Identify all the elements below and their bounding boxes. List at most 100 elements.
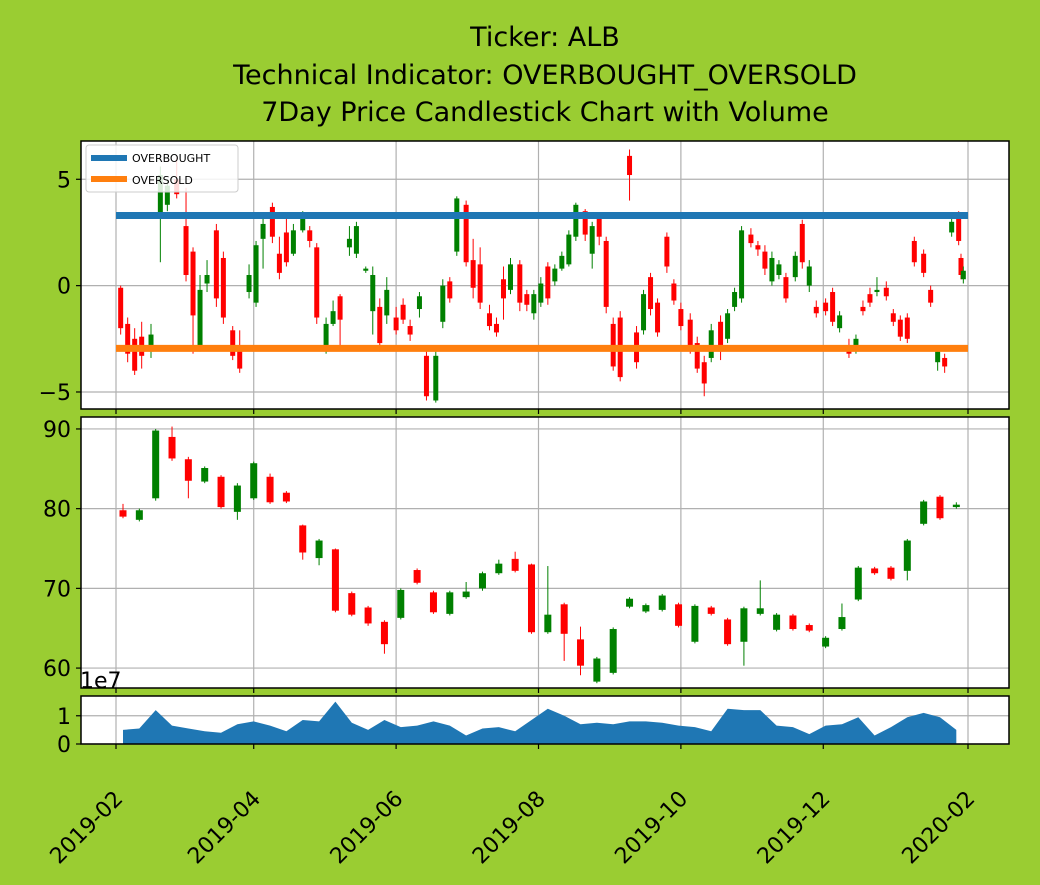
candle-body: [675, 604, 683, 626]
candle-body: [184, 459, 192, 481]
candle-body: [348, 593, 356, 615]
price-panel: [81, 417, 1009, 688]
candle-body: [773, 614, 781, 630]
candle-body: [282, 492, 290, 502]
candle-body: [806, 266, 812, 286]
y-tick-label: 5: [57, 168, 71, 193]
volume-panel-frame: [80, 695, 1010, 745]
chart-title-line-3: 7Day Price Candlestick Chart with Volume: [261, 97, 829, 128]
candle-body: [658, 595, 666, 610]
candle-body: [724, 619, 732, 645]
candle-body: [204, 275, 210, 284]
candle-body: [805, 625, 813, 631]
chart-title-line-2: Technical Indicator: OVERBOUGHT_OVERSOLD: [232, 60, 857, 91]
candle-body: [148, 334, 154, 352]
candle-body: [331, 549, 339, 611]
candle-body: [837, 315, 843, 329]
candle-body: [871, 568, 879, 574]
candle-body: [135, 510, 143, 520]
candle-body: [694, 343, 700, 369]
legend-label-oversold: OVERSOLD: [132, 174, 193, 187]
candle-body: [609, 629, 617, 673]
candle-body: [671, 283, 677, 301]
candle-body: [283, 232, 289, 263]
candle-body: [307, 230, 313, 241]
candle-body: [323, 323, 329, 352]
candle-body: [582, 211, 588, 235]
candle-body: [164, 185, 170, 205]
candle-body: [152, 430, 160, 499]
candle-body: [440, 285, 446, 322]
candle-body: [446, 592, 454, 614]
candle-body: [213, 230, 219, 299]
candle-body: [708, 330, 714, 358]
candle-body: [346, 238, 352, 248]
candle-body: [125, 323, 131, 354]
candle-body: [887, 567, 895, 579]
candle-body: [792, 255, 798, 278]
candle-body: [942, 357, 948, 367]
candle-body: [853, 338, 859, 350]
candle-body: [921, 253, 927, 273]
candle-body: [936, 496, 944, 519]
candle-body: [493, 323, 499, 333]
candle-body: [552, 268, 558, 282]
indicator-series-layer: [116, 149, 968, 403]
candle-body: [290, 230, 296, 254]
candle-body: [958, 257, 964, 275]
candle-body: [462, 591, 470, 598]
candle-body: [500, 279, 506, 299]
candle-body: [920, 501, 928, 524]
candle-body: [874, 289, 880, 293]
candle-body: [732, 292, 738, 307]
candle-body: [701, 362, 707, 384]
candle-body: [260, 223, 266, 239]
candle-body: [577, 639, 585, 666]
candle-body: [593, 658, 601, 682]
candle-body: [603, 240, 609, 307]
candle-body: [935, 351, 941, 363]
candle-body: [197, 289, 203, 348]
candle-body: [573, 204, 579, 237]
candle-body: [596, 217, 602, 237]
candle-body: [246, 275, 252, 293]
candle-body: [740, 608, 748, 642]
y-tick-label: −5: [39, 381, 71, 406]
candle-body: [799, 223, 805, 263]
candle-body: [756, 608, 764, 614]
candle-body: [470, 260, 476, 288]
candle-body: [370, 275, 376, 312]
candle-body: [822, 637, 830, 647]
candle-body: [627, 155, 633, 176]
candle-body: [364, 607, 372, 624]
candle-body: [830, 292, 836, 322]
candle-body: [769, 257, 775, 282]
candle-body: [949, 221, 955, 233]
candle-body: [253, 245, 259, 303]
candle-body: [353, 226, 359, 254]
candle-body: [854, 567, 862, 600]
candle-body: [559, 255, 565, 269]
candle-body: [447, 281, 453, 299]
y-tick-label: 80: [43, 498, 71, 523]
candle-body: [739, 230, 745, 299]
candle-body: [725, 313, 731, 339]
candle-body: [132, 338, 138, 371]
candle-body: [691, 605, 699, 642]
candle-body: [463, 204, 469, 263]
y-tick-label: 70: [43, 577, 71, 602]
candle-body: [911, 240, 917, 263]
chart-title-line-1: Ticker: ALB: [469, 22, 620, 53]
volume-scale-label: 1e7: [80, 669, 122, 694]
candle-body: [220, 257, 226, 318]
candle-body: [748, 234, 754, 244]
candle-body: [269, 206, 275, 237]
candle-body: [789, 615, 797, 630]
candle-body: [413, 570, 421, 583]
candle-body: [813, 306, 819, 314]
indicator-panel-frame: [80, 140, 1010, 410]
candle-body: [118, 287, 124, 329]
candle-body: [478, 573, 486, 589]
candle-body: [217, 476, 225, 508]
